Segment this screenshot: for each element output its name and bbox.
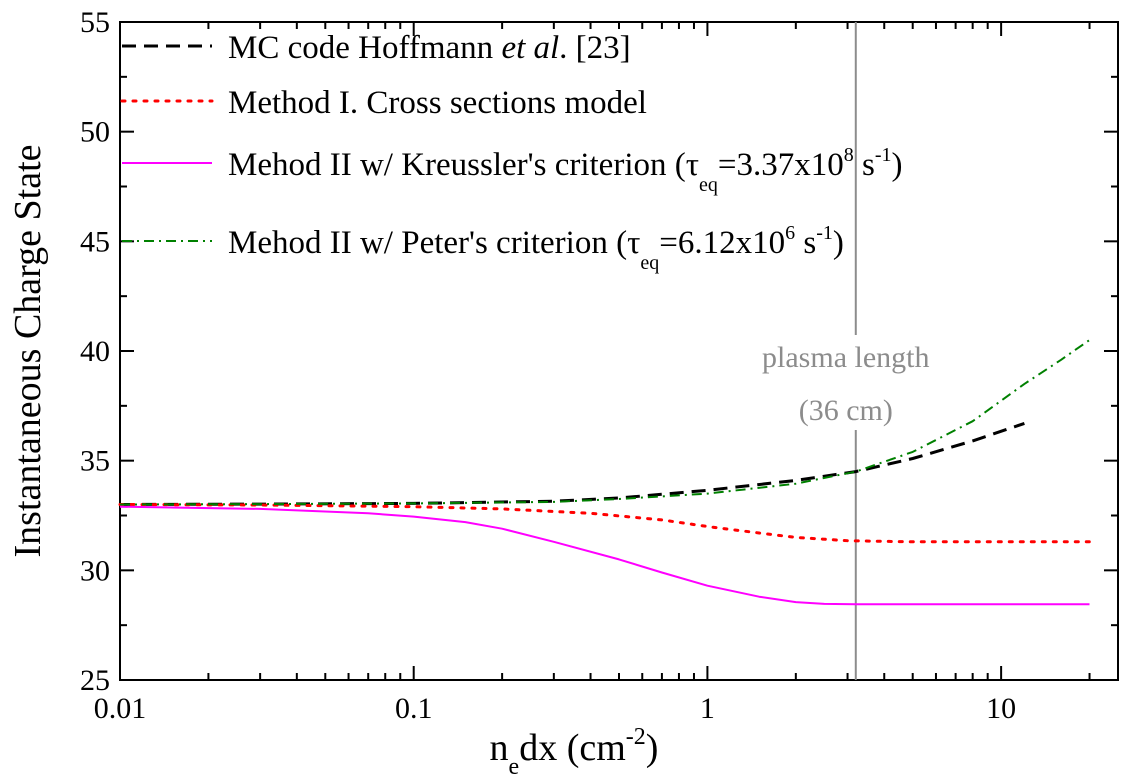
legend-text-part: et al: [501, 30, 559, 66]
annotation-background: [720, 335, 971, 430]
y-tick-label: 35: [80, 445, 110, 478]
legend-text-part: Mehod II w/ Peter's criterion (: [228, 225, 627, 261]
x-tick-label: 1: [700, 692, 715, 725]
x-axis-title-part: dx (cm: [519, 727, 626, 769]
legend-text-part: eq: [699, 174, 718, 196]
legend: MC code Hoffmann et al. [23] Method I. Cr…: [120, 30, 903, 274]
series-lines: [118, 339, 1091, 606]
legend-text-part: =6.12x10: [659, 225, 785, 261]
y-tick-label: 50: [80, 116, 110, 149]
legend-text-part: τ: [686, 147, 699, 183]
series-line-method1: [118, 503, 1091, 544]
legend-text-part: τ: [627, 225, 640, 261]
legend-label-method2k: Mehod II w/ Kreussler's criterion (τeq=3…: [228, 144, 903, 196]
legend-text-part: eq: [640, 252, 659, 274]
plasma-length-annotation: plasma length (36 cm): [720, 22, 971, 680]
legend-text-part: MC code Hoffmann: [228, 30, 501, 66]
x-axis-title-part: -2: [626, 724, 646, 750]
y-tick-label: 40: [80, 335, 110, 368]
legend-text-part: 6: [785, 222, 795, 244]
x-axis-title: nedx (cm-2): [490, 724, 659, 780]
y-tick-label: 30: [80, 554, 110, 587]
x-tick-label: 10: [986, 692, 1016, 725]
x-tick-label: 0.1: [395, 692, 433, 725]
legend-text-part: -1: [875, 144, 892, 166]
x-axis-title-part: e: [509, 754, 520, 780]
legend-label-mc: MC code Hoffmann et al. [23]: [228, 30, 631, 66]
legend-text-part: ): [833, 225, 844, 261]
legend-text-part: -1: [816, 222, 833, 244]
y-tick-label: 25: [80, 664, 110, 697]
axes: 25 30 35 40 45 50 55 0.01 0.1 1 10: [80, 6, 1119, 725]
y-axis-title: Instantaneous Charge State: [7, 145, 49, 558]
legend-label-method2p: Mehod II w/ Peter's criterion (τeq=6.12x…: [228, 222, 844, 274]
x-axis-title-part: ): [646, 727, 659, 769]
legend-text-part: s: [854, 147, 875, 183]
legend-text-part: Mehod II w/ Kreussler's criterion (: [228, 147, 686, 183]
x-tick-label: 0.01: [94, 692, 147, 725]
y-tick-label: 45: [80, 225, 110, 258]
series-line-method2k: [119, 505, 1090, 606]
series-line-method2p: [119, 339, 1091, 506]
plasma-length-label: plasma length: [762, 341, 929, 374]
plasma-length-value: (36 cm): [799, 394, 893, 427]
legend-label-method1: Method I. Cross sections model: [228, 85, 647, 121]
series-line-mc: [119, 421, 1025, 506]
legend-text-part: 8: [844, 144, 854, 166]
legend-text-part: . [23]: [559, 30, 630, 66]
y-tick-label: 55: [80, 6, 110, 39]
legend-text-part: s: [795, 225, 816, 261]
legend-text-part: ): [892, 147, 903, 183]
legend-text-part: Method I. Cross sections model: [228, 85, 647, 121]
legend-text-part: =3.37x10: [718, 147, 844, 183]
x-axis-title-part: n: [490, 727, 509, 769]
